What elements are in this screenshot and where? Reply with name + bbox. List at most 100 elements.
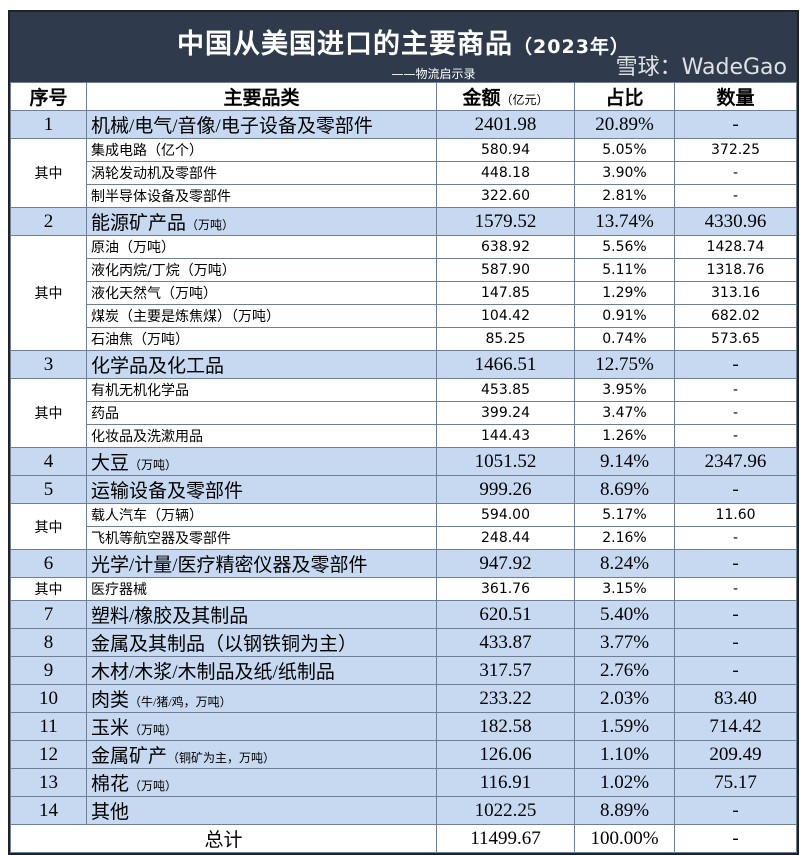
quantity-value: - — [674, 401, 797, 425]
share-value: 8.24% — [574, 549, 675, 578]
amount-value: 116.91 — [436, 768, 575, 797]
category-label: 其他 — [91, 802, 130, 823]
subcategory-row: 飞机等航空器及零部件 248.44 2.16% - — [11, 526, 797, 550]
category-row: 9 木材/木浆/木制品及纸/纸制品 317.57 2.76% - — [10, 656, 797, 685]
category-label: 光学/计量/医疗精密仪器及零部件 — [91, 555, 368, 576]
quantity-value: - — [674, 350, 797, 379]
category-note: （牛/猪/鸡，万吨） — [129, 695, 232, 709]
amount-value: 433.87 — [436, 628, 575, 657]
watermark: 雪球：WadeGao — [615, 55, 787, 80]
quantity-value: 313.16 — [674, 281, 797, 305]
share-value: 2.03% — [574, 684, 675, 713]
row-number: 14 — [10, 796, 87, 825]
amount-value: 1579.52 — [436, 207, 575, 236]
share-value: 8.69% — [574, 475, 675, 504]
category-name: 其他 — [86, 796, 437, 825]
row-number: 9 — [10, 656, 87, 685]
share-value: 0.74% — [574, 327, 675, 351]
quantity-value: 1428.74 — [674, 235, 797, 259]
total-quantity: - — [674, 824, 797, 853]
subcategory-row: 煤炭（主要是炼焦煤）（万吨） 104.42 0.91% 682.02 — [11, 304, 797, 328]
subcategory-row: 化妆品及洗漱用品 144.43 1.26% - — [11, 424, 797, 448]
subcategory-row: 其中 载人汽车（万辆） 594.00 5.17% 11.60 — [10, 503, 797, 550]
subcategory-name: 液化丙烷/丁烷（万吨） — [86, 258, 437, 282]
category-row: 10 肉类（牛/猪/鸡，万吨） 233.22 2.03% 83.40 — [10, 684, 797, 713]
row-number: 其中 — [10, 138, 87, 208]
total-amount: 11499.67 — [436, 824, 575, 853]
category-name: 玉米（万吨） — [86, 712, 437, 741]
quantity-value: - — [674, 526, 797, 550]
share-value: 20.89% — [574, 110, 675, 139]
total-label: 总计 — [10, 824, 437, 853]
share-value: 5.11% — [574, 258, 675, 282]
quantity-value: - — [674, 600, 797, 629]
quantity-value: 1318.76 — [674, 258, 797, 282]
row-number: 6 — [10, 549, 87, 578]
quantity-value: - — [674, 656, 797, 685]
subcategory-name: 制半导体设备及零部件 — [86, 184, 437, 208]
row-number: 10 — [10, 684, 87, 713]
category-note: （万吨） — [186, 218, 235, 232]
subcategory-row: 液化丙烷/丁烷（万吨） 587.90 5.11% 1318.76 — [11, 258, 797, 282]
subcategory-row: 其中 有机无机化学品 453.85 3.95% - — [10, 378, 797, 448]
share-value: 3.90% — [574, 161, 675, 185]
category-row: 7 塑料/橡胶及其制品 620.51 5.40% - — [10, 600, 797, 629]
category-name: 木材/木浆/木制品及纸/纸制品 — [86, 656, 437, 685]
subcategory-name: 集成电路（亿个） — [86, 138, 437, 162]
share-value: 2.81% — [574, 184, 675, 208]
subcategory-name: 化妆品及洗漱用品 — [86, 424, 437, 448]
category-name: 大豆（万吨） — [86, 447, 437, 476]
subcategory-name: 原油（万吨） — [86, 235, 437, 259]
amount-value: 587.90 — [436, 258, 575, 282]
amount-value: 147.85 — [436, 281, 575, 305]
category-row: 11 玉米（万吨） 182.58 1.59% 714.42 — [10, 712, 797, 741]
share-value: 0.91% — [574, 304, 675, 328]
amount-value: 144.43 — [436, 424, 575, 448]
row-number: 其中 — [10, 235, 87, 351]
amount-value: 233.22 — [436, 684, 575, 713]
row-number: 11 — [10, 712, 87, 741]
share-value: 3.77% — [574, 628, 675, 657]
amount-value: 2401.98 — [436, 110, 575, 139]
amount-value: 182.58 — [436, 712, 575, 741]
share-value: 3.15% — [574, 577, 675, 601]
amount-value: 322.60 — [436, 184, 575, 208]
subcategory-row: 液化天然气（万吨） 147.85 1.29% 313.16 — [11, 281, 797, 305]
category-name: 运输设备及零部件 — [86, 475, 437, 504]
row-number: 13 — [10, 768, 87, 797]
quantity-value: 573.65 — [674, 327, 797, 351]
header-quantity: 数量 — [674, 82, 797, 111]
category-label: 化学品及化工品 — [91, 356, 225, 377]
page-title: 中国从美国进口的主要商品（2023年） — [10, 12, 797, 61]
category-name: 棉花（万吨） — [86, 768, 437, 797]
share-value: 2.16% — [574, 526, 675, 550]
category-name: 肉类（牛/猪/鸡，万吨） — [86, 684, 437, 713]
subtitle: ——物流启示录 — [391, 67, 476, 81]
category-row: 8 金属及其制品（以钢铁铜为主） 433.87 3.77% - — [10, 628, 797, 657]
category-note: （万吨） — [129, 723, 178, 737]
header-share: 占比 — [574, 82, 675, 111]
subcategory-row: 其中 医疗器械 361.76 3.15% - — [10, 577, 797, 601]
share-value: 9.14% — [574, 447, 675, 476]
share-value: 1.29% — [574, 281, 675, 305]
quantity-value: 372.25 — [674, 138, 797, 162]
category-row: 1 机械/电气/音像/电子设备及零部件 2401.98 20.89% - — [10, 110, 797, 139]
subcategory-row: 药品 399.24 3.47% - — [11, 401, 797, 425]
share-value: 5.05% — [574, 138, 675, 162]
quantity-value: - — [674, 628, 797, 657]
quantity-value: - — [674, 796, 797, 825]
amount-value: 594.00 — [436, 503, 575, 527]
quantity-value: 11.60 — [674, 503, 797, 527]
share-value: 8.89% — [574, 796, 675, 825]
amount-value: 580.94 — [436, 138, 575, 162]
amount-value: 947.92 — [436, 549, 575, 578]
share-value: 1.10% — [574, 740, 675, 769]
amount-value: 620.51 — [436, 600, 575, 629]
row-number: 4 — [10, 447, 87, 476]
category-label: 肉类 — [91, 690, 130, 711]
share-value: 5.56% — [574, 235, 675, 259]
title-banner: 中国从美国进口的主要商品（2023年） ——物流启示录 雪球：WadeGao — [10, 12, 797, 82]
row-number: 3 — [10, 350, 87, 379]
quantity-value: 209.49 — [674, 740, 797, 769]
share-value: 3.47% — [574, 401, 675, 425]
